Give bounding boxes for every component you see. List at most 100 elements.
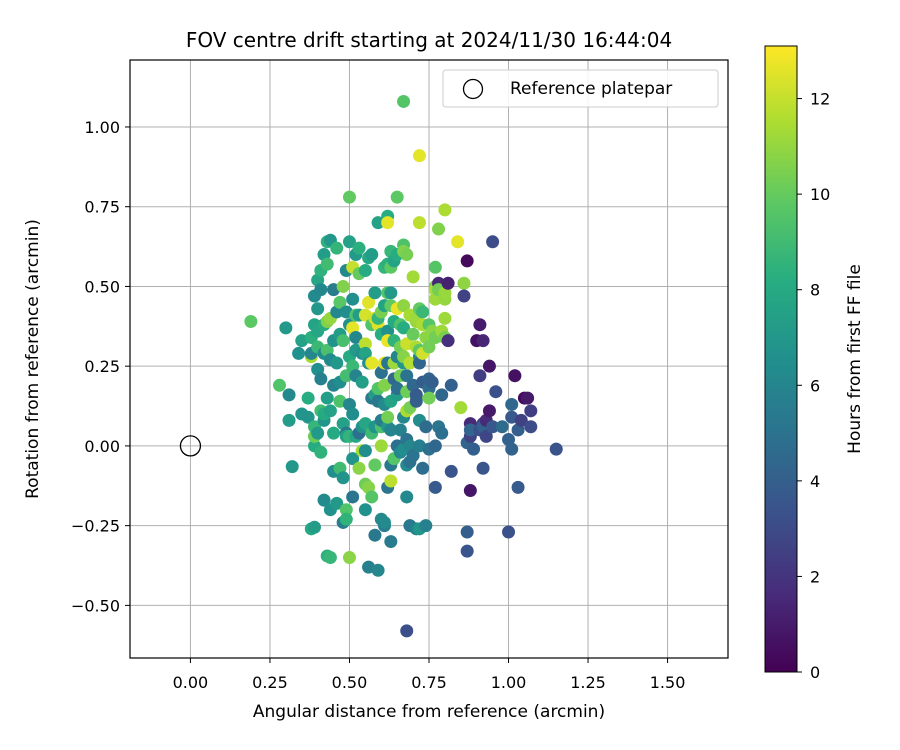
data-point xyxy=(368,458,382,472)
data-point xyxy=(314,445,328,459)
data-point xyxy=(406,327,420,341)
legend-box xyxy=(442,69,719,108)
data-point xyxy=(314,372,328,386)
data-point xyxy=(317,493,331,507)
data-point xyxy=(416,461,430,475)
data-point xyxy=(377,378,391,392)
data-point xyxy=(444,464,458,478)
data-point xyxy=(524,404,538,418)
data-point xyxy=(400,490,414,504)
data-point xyxy=(374,439,388,453)
data-point xyxy=(352,241,366,255)
x-tick-label: 0.00 xyxy=(173,673,209,692)
data-point xyxy=(365,356,379,370)
data-point xyxy=(314,283,328,297)
data-point xyxy=(282,388,296,402)
y-ticks: −0.50 −0.25 0.00 0.25 0.50 0.75 1.00 xyxy=(71,118,130,615)
data-point xyxy=(330,241,344,255)
data-point xyxy=(282,413,296,427)
data-point xyxy=(307,520,321,534)
data-point xyxy=(346,490,360,504)
data-point xyxy=(342,235,356,249)
data-point xyxy=(323,551,337,565)
data-point xyxy=(371,563,385,577)
colorbar-ticks: 0 2 4 6 8 10 12 xyxy=(797,90,830,682)
data-point xyxy=(368,286,382,300)
data-point xyxy=(330,356,344,370)
data-point xyxy=(457,289,471,303)
data-point xyxy=(371,216,385,230)
data-point xyxy=(435,388,449,402)
data-point xyxy=(403,356,417,370)
x-tick-label: 0.25 xyxy=(252,673,288,692)
data-point xyxy=(358,444,372,458)
data-point xyxy=(416,305,430,319)
data-point xyxy=(549,442,563,456)
grid-lines xyxy=(130,60,728,658)
x-tick-label: 0.50 xyxy=(332,673,368,692)
colorbar-tick-label: 2 xyxy=(810,567,820,586)
data-point xyxy=(460,525,474,539)
x-tick-label: 1.25 xyxy=(570,673,606,692)
data-point xyxy=(441,276,455,290)
data-point xyxy=(451,235,465,249)
data-point xyxy=(393,423,407,437)
colorbar-tick-label: 12 xyxy=(810,90,830,109)
legend: Reference platepar xyxy=(442,69,719,108)
data-point xyxy=(292,346,306,360)
legend-entry: Reference platepar xyxy=(510,79,672,99)
data-point xyxy=(365,248,379,262)
data-point xyxy=(333,295,347,309)
data-point xyxy=(358,263,372,277)
data-point xyxy=(336,279,350,293)
data-point xyxy=(489,385,503,399)
data-point xyxy=(244,315,258,329)
data-point xyxy=(381,216,395,230)
data-point xyxy=(473,318,487,332)
legend-marker-icon xyxy=(462,78,484,100)
data-point xyxy=(521,391,535,405)
data-point xyxy=(482,359,496,373)
data-point xyxy=(524,420,538,434)
data-point xyxy=(381,324,395,338)
y-tick-label: 1.00 xyxy=(84,118,120,137)
colorbar xyxy=(764,45,798,673)
data-point xyxy=(384,423,398,437)
data-point xyxy=(342,551,356,565)
reference-marker-group xyxy=(179,435,202,457)
data-point xyxy=(460,544,474,558)
data-point xyxy=(495,420,509,434)
data-point xyxy=(301,391,315,405)
data-point xyxy=(397,94,411,108)
data-point xyxy=(311,302,325,316)
data-point xyxy=(467,442,481,456)
data-point xyxy=(486,235,500,249)
colorbar-tick-label: 6 xyxy=(810,376,820,395)
x-axis-label: Angular distance from reference (arcmin) xyxy=(253,702,605,722)
data-point xyxy=(339,512,353,526)
data-point xyxy=(454,401,468,415)
y-tick-label: 0.00 xyxy=(84,437,120,456)
data-point xyxy=(311,426,325,440)
y-tick-label: 0.75 xyxy=(84,198,120,217)
data-point xyxy=(463,484,477,498)
data-points xyxy=(244,94,563,638)
data-point xyxy=(397,299,411,313)
data-point xyxy=(320,257,334,271)
data-point xyxy=(346,452,360,466)
data-point xyxy=(358,503,372,517)
data-point xyxy=(368,528,382,542)
data-point xyxy=(406,448,420,462)
data-point xyxy=(444,378,458,392)
data-point xyxy=(285,460,299,474)
data-point xyxy=(435,426,449,440)
data-point xyxy=(432,222,446,236)
data-point xyxy=(441,334,455,348)
data-point xyxy=(463,423,477,437)
y-tick-label: 0.25 xyxy=(84,357,120,376)
data-point xyxy=(301,410,315,424)
reference-platepar-marker xyxy=(179,435,202,457)
data-point xyxy=(428,260,442,274)
